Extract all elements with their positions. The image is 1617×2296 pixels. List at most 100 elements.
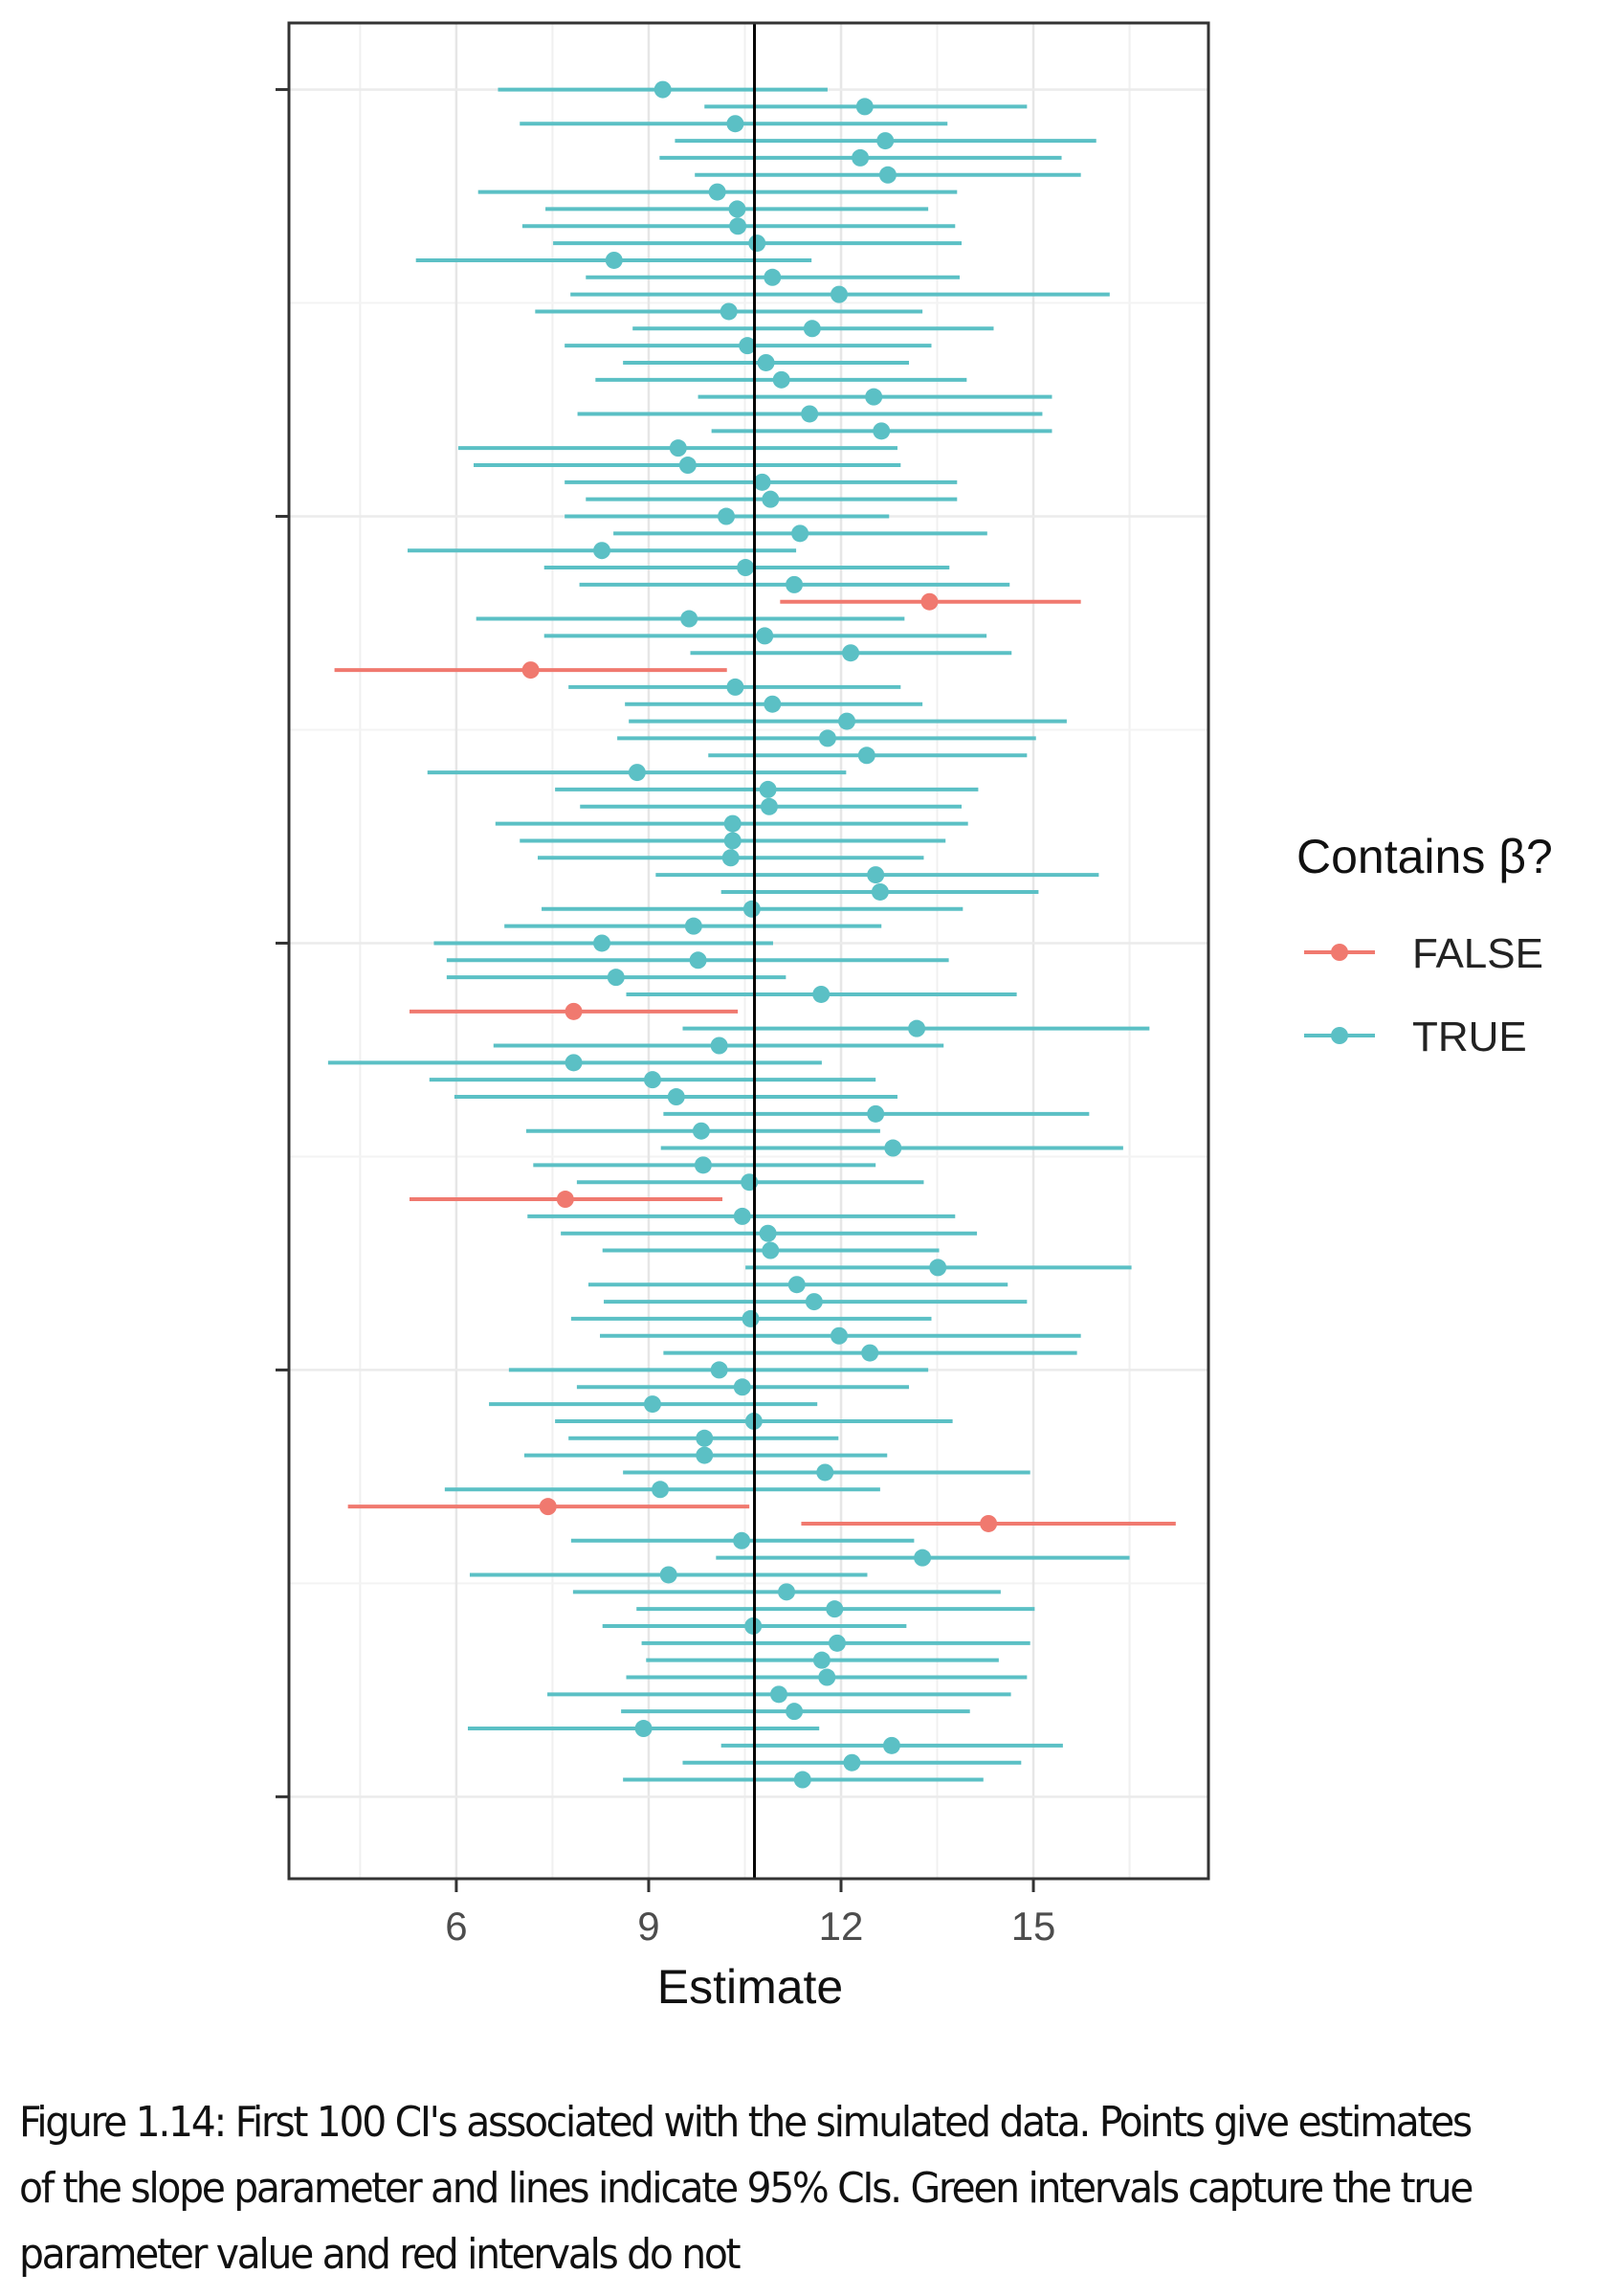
interval-true — [716, 1549, 1130, 1567]
interval-true — [565, 473, 958, 491]
interval-true — [454, 1088, 897, 1106]
interval-true — [604, 1293, 1028, 1311]
interval-true — [525, 1122, 880, 1140]
interval-true — [617, 729, 1036, 747]
interval-false — [780, 592, 1081, 611]
estimate-point — [684, 917, 702, 935]
estimate-point — [873, 422, 891, 440]
interval-true — [527, 1207, 956, 1225]
estimate-point — [689, 951, 707, 970]
interval-true — [327, 1054, 822, 1072]
plot-panel-border — [287, 21, 1210, 1881]
estimate-point — [696, 1429, 714, 1447]
estimate-point — [694, 1156, 712, 1174]
estimate-point — [696, 1446, 714, 1464]
interval-true — [457, 439, 897, 457]
legend-label-false: FALSE — [1412, 930, 1543, 977]
estimate-point — [742, 1309, 760, 1327]
interval-true — [543, 559, 950, 577]
interval-true — [565, 507, 890, 525]
estimate-point — [653, 80, 672, 99]
estimate-point — [753, 473, 771, 491]
estimate-point — [764, 695, 782, 713]
estimate-point — [720, 302, 738, 321]
interval-true — [498, 80, 828, 99]
interval-true — [493, 1037, 944, 1055]
interval-true — [520, 115, 948, 133]
estimate-point — [728, 200, 746, 218]
legend-label-true: TRUE — [1412, 1014, 1527, 1060]
estimate-point — [803, 320, 821, 338]
interval-true — [586, 490, 958, 508]
estimate-point — [726, 678, 744, 696]
interval-true — [587, 1276, 1008, 1294]
interval-true — [495, 814, 968, 833]
interval-true — [561, 1224, 978, 1242]
estimate-point — [739, 337, 757, 355]
estimate-point — [772, 370, 790, 389]
estimate-point — [980, 1514, 998, 1532]
interval-true — [415, 251, 812, 269]
interval-true — [623, 1463, 1030, 1482]
interval-true — [407, 542, 797, 560]
estimate-point — [565, 1054, 583, 1072]
estimate-point — [786, 1703, 804, 1721]
estimate-point — [748, 234, 766, 253]
x-tick-label: 12 — [819, 1904, 864, 1949]
x-tick-label: 15 — [1011, 1904, 1056, 1949]
estimate-point — [867, 866, 885, 884]
interval-true — [547, 1685, 1011, 1704]
interval-true — [570, 285, 1110, 303]
estimate-point — [762, 490, 780, 508]
estimate-point — [723, 814, 742, 833]
interval-true — [625, 695, 923, 713]
estimate-point — [769, 1685, 787, 1704]
interval-true — [568, 1429, 839, 1447]
x-axis-title: Estimate — [657, 1960, 844, 2014]
interval-true — [655, 866, 1099, 884]
estimate-point — [867, 1104, 885, 1123]
estimate-point — [708, 183, 726, 201]
plot-panel-background — [289, 23, 1208, 1879]
interval-true — [444, 1481, 880, 1499]
estimate-point — [733, 1531, 751, 1549]
estimate-point — [759, 1224, 777, 1242]
legend-entry-true: TRUE — [1304, 1014, 1527, 1060]
interval-true — [720, 1736, 1063, 1754]
estimate-point — [718, 507, 736, 525]
estimate-point — [556, 1191, 574, 1209]
interval-true — [577, 405, 1043, 423]
estimate-point — [593, 542, 611, 560]
estimate-point — [726, 115, 744, 133]
estimate-point — [852, 148, 870, 167]
estimate-point — [723, 832, 742, 850]
estimate-point — [826, 1600, 844, 1618]
estimate-point — [793, 1771, 811, 1789]
x-axis-ticks: 6 9 12 15 — [445, 1879, 1055, 1949]
interval-true — [636, 1600, 1035, 1618]
interval-false — [347, 1498, 750, 1516]
estimate-point — [764, 268, 782, 286]
interval-true — [555, 780, 979, 798]
estimate-point — [539, 1498, 557, 1516]
estimate-point — [882, 1736, 900, 1754]
estimate-point — [855, 98, 874, 116]
estimate-point — [680, 610, 698, 628]
estimate-point — [838, 712, 856, 730]
estimate-point — [865, 388, 883, 406]
interval-true — [535, 302, 923, 321]
estimate-point — [929, 1259, 947, 1277]
interval-true — [708, 747, 1028, 765]
interval-true — [682, 1753, 1022, 1772]
interval-true — [595, 370, 967, 389]
interval-true — [520, 832, 946, 850]
interval-true — [429, 1071, 876, 1089]
estimate-point — [737, 559, 755, 577]
minor-gridlines — [289, 23, 1208, 1879]
interval-true — [659, 148, 1062, 167]
estimate-point — [667, 1088, 685, 1106]
interval-true — [704, 98, 1028, 116]
interval-true — [663, 1344, 1077, 1362]
interval-true — [545, 200, 929, 218]
interval-true — [629, 712, 1067, 730]
